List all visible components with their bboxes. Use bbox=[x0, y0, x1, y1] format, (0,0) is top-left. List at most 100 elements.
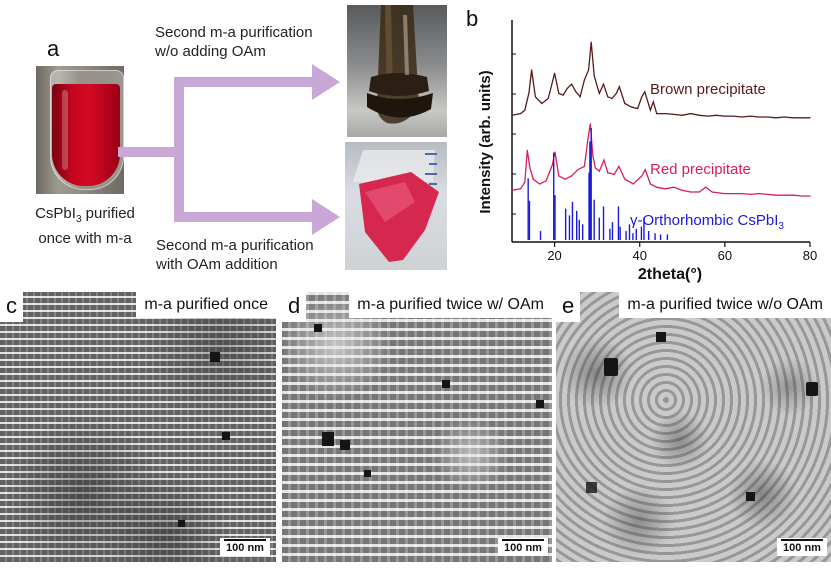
xrd-data-point bbox=[724, 115, 726, 117]
xrd-ticks: 20 40 60 80 bbox=[547, 242, 817, 263]
reference-label-prefix: γ-Orthorhombic CsPbI bbox=[630, 212, 778, 229]
xrd-data-point bbox=[611, 97, 613, 100]
tem-image-d: d m-a purified twice w/ OAm 100 nm bbox=[282, 292, 552, 562]
xrd-data-point bbox=[649, 109, 651, 111]
nanocube bbox=[364, 470, 371, 477]
arrow-top-branch bbox=[174, 77, 314, 87]
xrd-data-point bbox=[575, 91, 577, 93]
xrd-data-point bbox=[698, 191, 700, 193]
xrd-data-point bbox=[656, 186, 658, 188]
xrd-data-point bbox=[593, 75, 595, 77]
xrd-data-point bbox=[589, 123, 591, 125]
tem-e-scalebar: 100 nm bbox=[777, 538, 827, 556]
tem-c-scalebar: 100 nm bbox=[220, 538, 270, 556]
arrow-shapes bbox=[118, 64, 340, 235]
xrd-data-point bbox=[656, 113, 658, 115]
xrd-data-point bbox=[766, 116, 769, 118]
vial-caption-sub: 3 bbox=[75, 214, 82, 225]
xrd-data-point bbox=[664, 113, 666, 115]
xrd-data-point bbox=[529, 167, 531, 169]
red-tube-drawing bbox=[353, 150, 439, 262]
xrd-data-point bbox=[511, 189, 513, 191]
xrd-data-point bbox=[690, 113, 692, 115]
xrd-data-point bbox=[607, 172, 609, 174]
brown-tube-drawing bbox=[367, 5, 433, 124]
xrd-data-point bbox=[636, 107, 639, 110]
arrow-top-head bbox=[312, 64, 340, 100]
xrd-data-point bbox=[741, 116, 743, 118]
arrow-bottom-branch bbox=[174, 212, 314, 222]
xrd-data-point bbox=[641, 175, 643, 177]
xrd-data-point bbox=[547, 97, 549, 100]
xrd-data-point bbox=[539, 183, 541, 185]
vial-photo bbox=[36, 66, 124, 194]
xrd-data-point bbox=[681, 189, 683, 191]
tem-c-label: m-a purified once bbox=[136, 292, 276, 318]
xrd-x-tick-label: 80 bbox=[803, 248, 817, 263]
xrd-data-point bbox=[664, 188, 666, 190]
xrd-data-point bbox=[724, 193, 726, 195]
xrd-data-point bbox=[519, 188, 522, 190]
top-branch-line1: Second m-a purification bbox=[155, 24, 313, 41]
xrd-data-point bbox=[618, 165, 620, 167]
xrd-data-point bbox=[800, 117, 803, 119]
scalebar-line bbox=[224, 539, 266, 541]
vial-caption-prefix: CsPbI bbox=[35, 205, 76, 222]
tem-image-e: e m-a purified twice w/o OAm 100 nm bbox=[556, 292, 831, 562]
xrd-data-point bbox=[524, 109, 526, 111]
xrd-data-point bbox=[644, 169, 646, 171]
xrd-data-point bbox=[673, 113, 675, 116]
xrd-chart: 20 40 60 80 Intensity (arb. units) 2theta(°… bbox=[477, 20, 817, 283]
nanocube bbox=[746, 492, 755, 501]
xrd-data-point bbox=[590, 41, 592, 43]
branch-arrows bbox=[118, 64, 340, 235]
top-branch-caption: Second m-a purification w/o adding OAm bbox=[155, 23, 313, 61]
xrd-data-point bbox=[571, 175, 573, 177]
xrd-data-point bbox=[607, 96, 609, 98]
nanocube bbox=[806, 382, 818, 396]
xrd-data-point bbox=[553, 72, 556, 74]
xrd-data-point bbox=[732, 193, 734, 195]
xrd-data-point bbox=[624, 102, 626, 105]
xrd-data-point bbox=[649, 183, 651, 185]
xrd-x-tick-label: 40 bbox=[632, 248, 646, 263]
xrd-ylabel: Intensity (arb. units) bbox=[477, 70, 494, 213]
xrd-data-point bbox=[579, 96, 581, 98]
xrd-data-point bbox=[624, 178, 626, 180]
xrd-x-tick-label: 20 bbox=[547, 248, 561, 263]
tem-e-letter: e bbox=[556, 292, 581, 322]
xrd-data-point bbox=[766, 193, 769, 195]
xrd-data-point bbox=[809, 195, 811, 197]
red-series-label: Red precipitate bbox=[650, 161, 751, 178]
xrd-data-point bbox=[707, 115, 709, 117]
tem-d-scale-text: 100 nm bbox=[504, 542, 542, 554]
xrd-data-point bbox=[587, 139, 589, 141]
xrd-data-point bbox=[603, 159, 605, 161]
xrd-data-point bbox=[541, 102, 543, 105]
tem-c-scale-text: 100 nm bbox=[226, 542, 264, 554]
tem-d-scalebar: 100 nm bbox=[498, 538, 548, 556]
nanocube bbox=[442, 380, 450, 388]
reference-label-sub: 3 bbox=[778, 221, 784, 232]
xrd-data-point bbox=[705, 186, 707, 188]
xrd-data-point bbox=[775, 117, 777, 119]
xrd-x-tick-label: 60 bbox=[718, 248, 732, 263]
red-precipitate-photo bbox=[345, 142, 447, 270]
nanocube bbox=[604, 358, 618, 376]
xrd-data-point bbox=[741, 193, 743, 195]
xrd-data-point bbox=[783, 116, 786, 118]
arrow-bottom-head bbox=[312, 199, 340, 235]
xrd-data-point bbox=[792, 117, 794, 119]
nanocube bbox=[586, 482, 597, 493]
xrd-data-point bbox=[644, 91, 646, 93]
nanocube bbox=[210, 352, 220, 362]
xrd-data-point bbox=[652, 101, 654, 103]
xrd-data-point bbox=[594, 167, 597, 169]
xrd-data-point bbox=[564, 178, 566, 180]
reference-series-label: γ-Orthorhombic CsPbI3 bbox=[630, 212, 784, 232]
xrd-data-point bbox=[602, 83, 605, 85]
xrd-data-point bbox=[558, 92, 560, 95]
xrd-data-point bbox=[618, 86, 620, 88]
nanocube bbox=[536, 400, 544, 408]
bottom-branch-line1: Second m-a purification bbox=[156, 237, 314, 254]
